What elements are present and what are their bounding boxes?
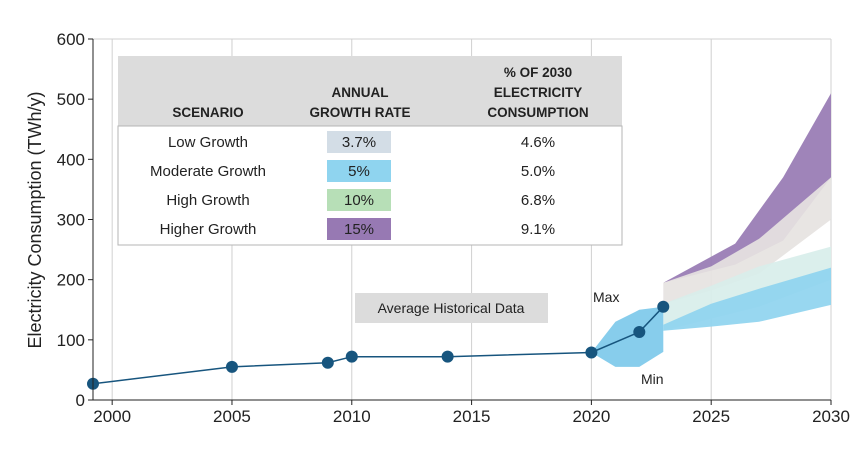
y-tick-label-500: 500: [57, 90, 85, 109]
band-high-growth: [663, 177, 831, 304]
average-label-box: [355, 293, 548, 323]
data-point-5: [585, 346, 598, 359]
header-rate-line2: GROWTH RATE: [310, 105, 411, 120]
row-share-higher-growth: 9.1%: [521, 221, 555, 238]
x-tick-label-2000: 2000: [93, 407, 131, 426]
min-label: Min: [641, 371, 664, 387]
x-tick-label-2030: 2030: [812, 407, 850, 426]
row-rate-moderate-growth: 5%: [348, 163, 370, 180]
row-rate-low-growth: 3.7%: [342, 134, 376, 151]
x-tick-label-2015: 2015: [453, 407, 491, 426]
data-point-3: [345, 350, 358, 363]
y-tick-label-400: 400: [57, 150, 85, 169]
y-tick-label-0: 0: [76, 391, 85, 410]
x-tick-label-2005: 2005: [213, 407, 251, 426]
x-tick-label-2020: 2020: [572, 407, 610, 426]
data-point-6: [633, 326, 646, 339]
max-label: Max: [593, 289, 619, 305]
historical-line: [92, 306, 664, 385]
historical-series: [87, 300, 670, 390]
table-header-bg: [118, 56, 622, 126]
row-share-low-growth: 4.6%: [521, 134, 555, 151]
y-tick-label-300: 300: [57, 211, 85, 230]
y-tick-label-200: 200: [57, 271, 85, 290]
row-scenario-moderate-growth: Moderate Growth: [150, 163, 266, 180]
row-share-high-growth: 6.8%: [521, 192, 555, 209]
data-point-4: [441, 350, 454, 363]
data-point-2: [321, 356, 334, 369]
row-share-moderate-growth: 5.0%: [521, 163, 555, 180]
row-scenario-low-growth: Low Growth: [168, 134, 248, 151]
x-tick-label-2025: 2025: [692, 407, 730, 426]
row-scenario-high-growth: High Growth: [166, 192, 249, 209]
row-swatch-low-growth: [327, 131, 391, 153]
scenario-table: SCENARIO ANNUAL GROWTH RATE % OF 2030 EL…: [117, 56, 623, 246]
row-rate-high-growth: 10%: [344, 192, 374, 209]
band-higher-growth: [663, 93, 831, 283]
header-rate-line1: ANNUAL: [332, 85, 389, 100]
x-tick-label-2010: 2010: [333, 407, 371, 426]
row-swatch-higher-growth: [327, 218, 391, 240]
y-axis-label: Electricity Consumption (TWh/y): [25, 91, 45, 348]
y-tick-label-600: 600: [57, 30, 85, 49]
row-swatch-high-growth: [327, 189, 391, 211]
projection-bands: [591, 93, 831, 367]
data-point-1: [225, 360, 238, 373]
axes: 0 100 200 300 400 500 600 2000 2005 2010 2015 2020 2…: [57, 30, 850, 426]
row-rate-higher-growth: 15%: [344, 221, 374, 238]
header-share-line1: % OF 2030: [504, 65, 572, 80]
header-share-line3: CONSUMPTION: [487, 105, 588, 120]
header-scenario: SCENARIO: [172, 105, 243, 120]
header-share-line2: ELECTRICITY: [494, 85, 583, 100]
average-label: Average Historical Data: [378, 300, 525, 316]
y-tick-label-100: 100: [57, 331, 85, 350]
row-scenario-higher-growth: Higher Growth: [160, 221, 257, 238]
data-point-7: [657, 300, 670, 313]
table-rows: Low Growth 3.7% 4.6% Moderate Growth 5% 5.0% H…: [150, 131, 555, 240]
band-low-growth: [663, 267, 831, 331]
row-swatch-moderate-growth: [327, 160, 391, 182]
